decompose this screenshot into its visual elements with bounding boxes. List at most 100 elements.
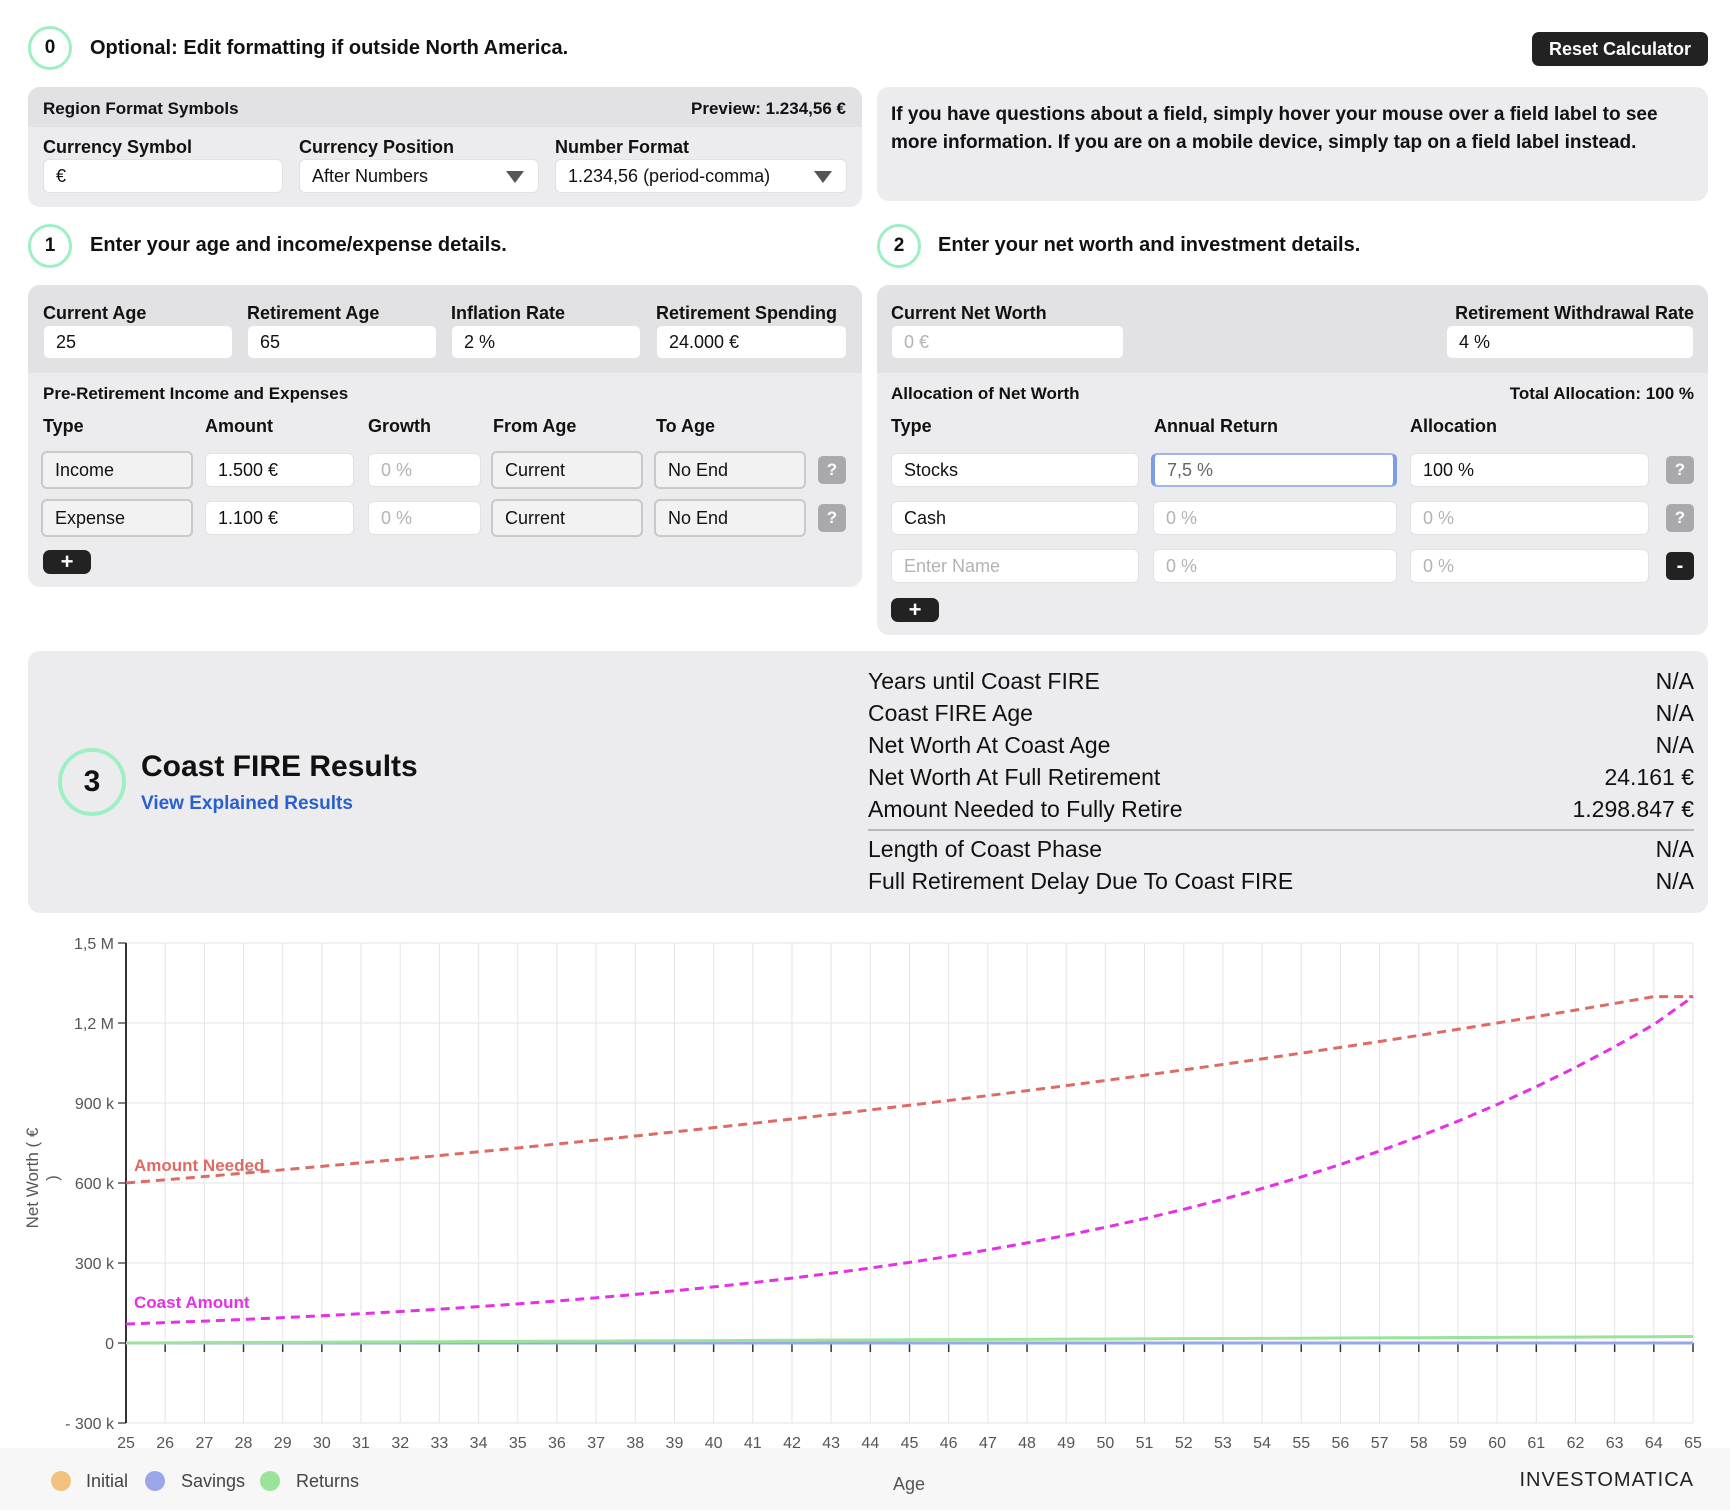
col-type-header[interactable]: Type (43, 416, 84, 436)
chevron-down-icon (506, 171, 524, 183)
cash-name-input[interactable]: Cash (891, 501, 1139, 535)
currency-symbol-input[interactable]: € (43, 159, 283, 193)
retirement-age-input[interactable]: 65 (247, 325, 437, 359)
chart-footer-band (0, 1448, 1730, 1510)
new-asset-return-input[interactable]: 0 % (1153, 549, 1397, 583)
cash-allocation-input[interactable]: 0 % (1410, 501, 1649, 535)
x-tick-label: 54 (1253, 1435, 1271, 1452)
retirement-spending-label[interactable]: Retirement Spending (656, 303, 838, 323)
series-line-amount-needed (125, 995, 1693, 1185)
stocks-return-input[interactable]: 7,5 % (1151, 453, 1397, 487)
x-tick-label: 33 (431, 1435, 449, 1452)
income-from-age-select[interactable]: Current (491, 451, 643, 489)
income-help-button[interactable]: ? (818, 456, 846, 484)
expense-to-age-select[interactable]: No End (654, 499, 806, 537)
number-format-select[interactable]: 1.234,56 (period-comma) (555, 159, 847, 193)
x-tick-label: 25 (117, 1435, 135, 1452)
alloc-col-allocation-header[interactable]: Allocation (1410, 416, 1498, 436)
expense-type-select[interactable]: Expense (41, 499, 193, 537)
alloc-col-return-header[interactable]: Annual Return (1154, 416, 1278, 436)
stocks-allocation-input[interactable]: 100 % (1410, 453, 1649, 487)
expense-from-age-select[interactable]: Current (491, 499, 643, 537)
x-tick-label: 37 (587, 1435, 605, 1452)
remove-asset-button[interactable]: - (1666, 552, 1694, 580)
currency-position-label[interactable]: Currency Position (299, 137, 455, 157)
number-format-label[interactable]: Number Format (555, 137, 690, 157)
result-value: N/A (1655, 836, 1694, 862)
inflation-rate-input[interactable]: 2 % (451, 325, 641, 359)
legend-initial-label[interactable]: Initial (86, 1471, 129, 1491)
x-axis-title: Age (893, 1474, 926, 1494)
legend-returns-label[interactable]: Returns (296, 1471, 360, 1491)
step-2-title: Enter your net worth and investment deta… (938, 234, 1361, 256)
income-type-select[interactable]: Income (41, 451, 193, 489)
step-2-number: 2 (893, 235, 905, 256)
x-tick-label: 29 (274, 1435, 292, 1452)
income-to-age-select[interactable]: No End (654, 451, 806, 489)
add-income-expense-button[interactable]: + (43, 549, 91, 574)
result-row: Net Worth At Full Retirement 24.161 € (868, 764, 1694, 791)
legend-savings-label[interactable]: Savings (181, 1471, 246, 1491)
new-asset-allocation-input[interactable]: 0 % (1410, 549, 1649, 583)
inflation-rate-label[interactable]: Inflation Rate (451, 303, 566, 323)
current-net-worth-input[interactable]: 0 € (891, 325, 1124, 359)
add-asset-button[interactable]: + (891, 597, 939, 622)
legend-returns-swatch[interactable] (260, 1471, 280, 1491)
col-amount-header[interactable]: Amount (205, 416, 273, 436)
expense-help-button[interactable]: ? (818, 504, 846, 532)
x-tick-label: 49 (1057, 1435, 1075, 1452)
x-tick-label: 62 (1567, 1435, 1585, 1452)
col-to-age-header[interactable]: To Age (656, 416, 715, 436)
cash-return-input[interactable]: 0 % (1153, 501, 1397, 535)
withdrawal-rate-label[interactable]: Retirement Withdrawal Rate (1455, 303, 1694, 323)
legend-initial-swatch[interactable] (51, 1471, 71, 1491)
cash-help-button[interactable]: ? (1666, 504, 1694, 532)
y-tick-label: 1,2 M (74, 1016, 114, 1033)
current-net-worth-label[interactable]: Current Net Worth (891, 303, 1047, 323)
x-tick-label: 39 (666, 1435, 684, 1452)
brand-logo: INVESTOMATICA (1519, 1469, 1694, 1491)
stocks-name-input[interactable]: Stocks (891, 453, 1139, 487)
allocation-heading: Allocation of Net Worth (891, 384, 1080, 403)
result-label: Years until Coast FIRE (868, 668, 1100, 694)
current-age-input[interactable]: 25 (43, 325, 233, 359)
income-growth-input[interactable]: 0 % (368, 453, 481, 487)
result-label: Net Worth At Coast Age (868, 732, 1111, 758)
income-amount-input[interactable]: 1.500 € (205, 453, 354, 487)
chevron-down-icon (814, 171, 832, 183)
step-1-number: 1 (44, 235, 56, 256)
stocks-help-button[interactable]: ? (1666, 456, 1694, 484)
x-tick-label: 63 (1606, 1435, 1624, 1452)
expense-growth-input[interactable]: 0 % (368, 501, 481, 535)
alloc-col-type-header[interactable]: Type (891, 416, 932, 436)
x-tick-label: 26 (156, 1435, 174, 1452)
result-row: Coast FIRE Age N/A (868, 700, 1694, 727)
step-0-title: Optional: Edit formatting if outside Nor… (90, 37, 569, 59)
format-preview: Preview: 1.234,56 € (690, 99, 846, 118)
series-label-amount-needed: Amount Needed (134, 1156, 264, 1175)
x-tick-label: 31 (352, 1435, 370, 1452)
total-allocation: Total Allocation: 100 % (1509, 384, 1694, 403)
reset-calculator-button[interactable]: Reset Calculator (1532, 32, 1708, 66)
x-tick-label: 27 (195, 1435, 213, 1452)
retirement-age-label[interactable]: Retirement Age (247, 303, 380, 323)
col-growth-header[interactable]: Growth (368, 416, 431, 436)
currency-position-select[interactable]: After Numbers (299, 159, 539, 193)
x-tick-label: 61 (1527, 1435, 1545, 1452)
result-label: Coast FIRE Age (868, 700, 1033, 726)
currency-symbol-label[interactable]: Currency Symbol (43, 137, 193, 157)
current-age-label[interactable]: Current Age (43, 303, 147, 323)
expense-amount-input[interactable]: 1.100 € (205, 501, 354, 535)
x-tick-label: 30 (313, 1435, 331, 1452)
view-explained-results-link[interactable]: View Explained Results (141, 793, 353, 814)
x-tick-label: 42 (783, 1435, 801, 1452)
retirement-spending-input[interactable]: 24.000 € (656, 325, 847, 359)
withdrawal-rate-input[interactable]: 4 % (1446, 325, 1694, 359)
y-tick-label: 0 (105, 1336, 114, 1353)
step-3-number: 3 (83, 765, 101, 798)
col-from-age-header[interactable]: From Age (493, 416, 577, 436)
step-3-badge: 3 (58, 748, 126, 816)
legend-savings-swatch[interactable] (145, 1471, 165, 1491)
result-value: N/A (1655, 732, 1694, 758)
new-asset-name-input[interactable]: Enter Name (891, 549, 1139, 583)
